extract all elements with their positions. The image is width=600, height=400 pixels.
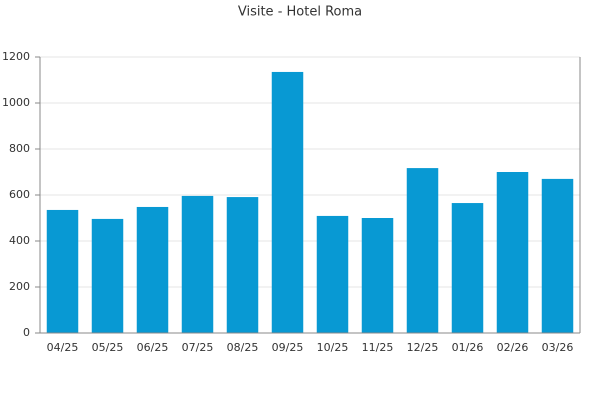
bar bbox=[496, 172, 529, 333]
bar bbox=[91, 218, 124, 333]
x-tick-label: 03/26 bbox=[542, 341, 574, 354]
bar bbox=[181, 195, 214, 333]
x-tick-label: 09/25 bbox=[272, 341, 304, 354]
y-tick-label: 600 bbox=[9, 188, 30, 201]
y-tick-label: 800 bbox=[9, 142, 30, 155]
x-tick-label: 10/25 bbox=[317, 341, 349, 354]
y-tick-label: 1200 bbox=[2, 50, 30, 63]
bar bbox=[451, 203, 484, 333]
x-tick-label: 12/25 bbox=[407, 341, 439, 354]
x-tick-label: 02/26 bbox=[497, 341, 529, 354]
bar bbox=[271, 71, 304, 333]
x-tick-label: 06/25 bbox=[137, 341, 169, 354]
y-tick-label: 1000 bbox=[2, 96, 30, 109]
bar bbox=[361, 218, 394, 333]
x-tick-label: 05/25 bbox=[92, 341, 124, 354]
x-tick-label: 11/25 bbox=[362, 341, 394, 354]
bar bbox=[316, 215, 349, 333]
x-tick-label: 04/25 bbox=[47, 341, 79, 354]
y-tick-label: 200 bbox=[9, 280, 30, 293]
y-tick-label: 0 bbox=[23, 326, 30, 339]
bar bbox=[46, 209, 79, 333]
bar bbox=[541, 178, 574, 333]
y-tick-label: 400 bbox=[9, 234, 30, 247]
x-tick-label: 01/26 bbox=[452, 341, 484, 354]
chart-title: Visite - Hotel Roma bbox=[238, 5, 362, 20]
x-tick-label: 08/25 bbox=[227, 341, 259, 354]
bar bbox=[136, 206, 169, 333]
bar bbox=[406, 168, 439, 333]
x-tick-label: 07/25 bbox=[182, 341, 214, 354]
bar bbox=[226, 197, 259, 333]
